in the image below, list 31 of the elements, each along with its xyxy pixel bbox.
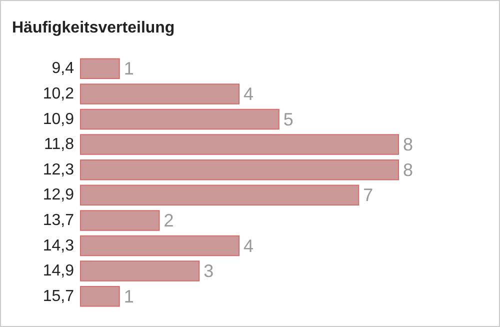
bar xyxy=(80,84,240,104)
data-label: 7 xyxy=(363,185,374,206)
y-tick-label: 14,3 xyxy=(42,237,74,254)
y-tick-label: 13,7 xyxy=(42,212,74,229)
bar xyxy=(80,159,399,180)
data-label: 4 xyxy=(244,236,254,256)
data-label: 5 xyxy=(283,109,294,130)
data-label: 1 xyxy=(124,58,134,79)
y-tick-label: 10,9 xyxy=(42,110,74,128)
y-tick-label: 12,9 xyxy=(42,186,74,204)
y-tick-label: 15,7 xyxy=(42,288,74,305)
data-label: 1 xyxy=(124,286,134,306)
chart-title: Häufigkeitsverteilung xyxy=(12,20,175,36)
data-label: 8 xyxy=(403,134,414,155)
y-tick-label: 14,9 xyxy=(42,262,74,280)
bar xyxy=(80,210,160,231)
bar xyxy=(80,108,280,130)
bar xyxy=(80,235,240,256)
data-label: 8 xyxy=(403,160,414,180)
y-tick-label: 9,4 xyxy=(52,60,74,78)
bar xyxy=(80,134,399,155)
bar xyxy=(80,260,200,282)
y-tick-label: 11,8 xyxy=(44,136,74,154)
bar xyxy=(80,58,120,80)
data-label: 3 xyxy=(204,261,214,282)
data-label: 4 xyxy=(244,84,254,104)
y-tick-label: 12,3 xyxy=(42,161,74,178)
data-label: 2 xyxy=(164,210,174,230)
bar xyxy=(80,184,360,206)
bar xyxy=(80,286,120,307)
y-tick-label: 10,2 xyxy=(42,85,74,102)
